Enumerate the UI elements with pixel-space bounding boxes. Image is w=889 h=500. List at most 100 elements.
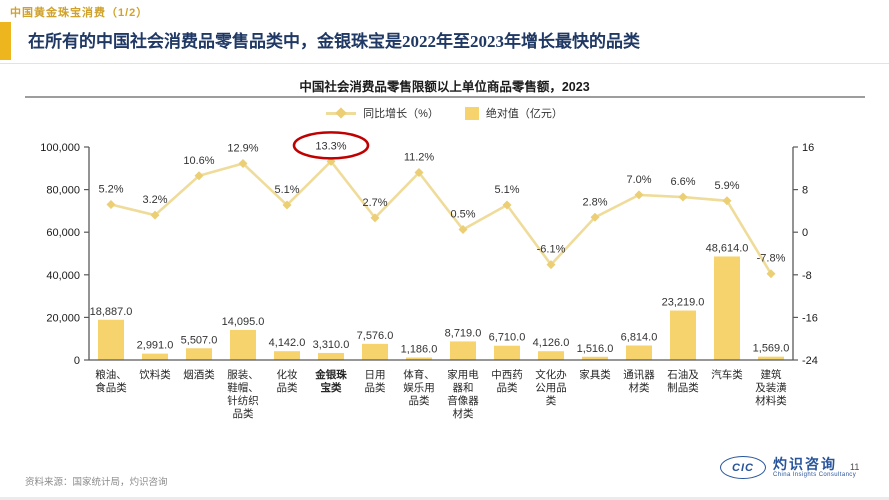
legend-item-growth-line: 同比增长（%） [326,105,439,121]
category-label: 材类 [629,381,650,394]
line-value-label: 7.0% [626,174,651,186]
bar [670,310,696,360]
bar [758,356,784,360]
bar [98,319,124,360]
line-value-label: 12.9% [227,143,258,155]
bar-value-label: 4,142.0 [269,337,306,349]
category-label: 材类 [453,407,474,420]
category-label: 家具类 [579,368,611,381]
left-axis-tick-label: 20,000 [46,312,80,324]
category-label: 品类 [409,394,430,407]
bar [538,351,564,360]
legend-label-growth: 同比增长（%） [363,108,439,120]
bar-value-label: 6,710.0 [489,332,526,344]
category-label: 及装潢 [755,381,787,394]
bar [318,352,344,360]
line-value-label: 11.2% [404,152,435,164]
chart-canvas: 0 20,000 40,000 60,000 80,000 100,000 -24 -16 -8… [40,131,818,420]
category-label: 金银珠 [314,368,347,381]
line-marker [282,200,292,210]
line-marker [238,159,248,169]
category-label: 音像器 [447,394,479,407]
category-label: 体育、 [403,368,435,381]
category-label: 品类 [233,407,254,420]
category-label: 器和 [453,382,474,394]
line-marker [194,171,204,181]
line-marker [678,192,688,202]
line-marker [502,200,512,210]
category-label: 日用 [365,369,386,381]
growth-line [110,159,773,275]
title-divider [0,63,889,64]
right-axis-tick-label: 0 [802,227,808,239]
highlight-ellipse [292,131,370,160]
bar [362,343,388,360]
category-label: 宝类 [321,381,342,394]
accent-block [0,22,11,60]
left-axis-tick-label: 100,000 [40,142,80,154]
logo-tagline: China Insights Consultancy [773,471,857,478]
line-marker [634,190,644,200]
line-value-label: 13.3% [315,140,346,152]
category-label: 娱乐用 [403,381,435,394]
bar [582,356,608,360]
page-title: 在所有的中国社会消费品零售品类中，金银珠宝是2022年至2023年增长最快的品类 [28,32,640,51]
diamond-icon [335,106,347,119]
line-marker [370,213,380,223]
line-legend-marker-icon [326,106,357,119]
line-marker [150,210,160,220]
legend-item-absolute-value: 绝对值（亿元） [464,105,563,121]
line-marker [458,225,468,235]
left-axis-tick-label: 0 [74,355,80,367]
category-label: 材料类 [755,394,787,407]
category-label: 鞋帽、 [227,381,259,394]
bar-value-label: 2,991.0 [137,340,174,352]
page-number: 11 [850,462,860,472]
bar [142,353,168,360]
bar [186,348,212,360]
bar-value-label: 5,507.0 [181,334,218,346]
right-axis-tick-label: -24 [802,355,818,367]
bar-legend-marker-icon [464,106,479,120]
line-marker [414,168,424,178]
line-value-label: 10.6% [183,155,214,167]
bar [494,345,520,360]
bar [274,351,300,360]
line-value-label: 5.2% [98,184,123,196]
bar-value-label: 1,516.0 [577,343,614,355]
cic-logo: CIC 灼识咨询 China Insights Consultancy [720,456,856,479]
slide-eyebrow: 中国黄金珠宝消费（1/2） [10,7,149,19]
category-label: 通讯器 [623,368,655,381]
line-value-label: -7.8% [757,253,786,265]
category-label: 石油及 [667,368,699,381]
category-label: 服装、 [227,368,259,381]
bar-value-label: 48,614.0 [706,242,749,254]
bar-value-label: 6,814.0 [621,331,658,343]
chart-legend: 同比增长（%） 绝对值（亿元） [0,105,889,121]
category-label: 针纺织 [227,394,259,407]
bar-value-label: 7,576.0 [357,330,394,342]
line-value-label: 5.1% [494,184,519,196]
line-value-label: 2.7% [362,197,387,209]
right-axis-tick-label: -16 [802,312,818,324]
category-label: 类 [546,394,557,407]
bar-value-label: 1,569.0 [753,343,790,355]
line-value-label: 6.6% [670,176,695,188]
category-label: 化妆 [277,368,298,381]
right-axis-tick-label: 8 [802,185,808,197]
category-label: 文化办 [535,368,567,381]
cic-logo-icon: CIC [720,456,766,479]
category-label: 品类 [277,381,298,394]
category-label: 家用电 [447,368,479,381]
source-note: 资料来源：国家统计局，灼识咨询 [25,477,168,488]
line-value-label: -6.1% [537,244,566,256]
line-value-label: 2.8% [582,196,607,208]
line-marker [590,212,600,222]
logo-text: 灼识咨询 China Insights Consultancy [773,456,857,479]
category-label: 汽车类 [711,368,743,381]
bar [626,345,652,360]
bar [230,329,256,360]
line-marker [546,260,556,270]
category-label: 制品类 [667,381,699,394]
